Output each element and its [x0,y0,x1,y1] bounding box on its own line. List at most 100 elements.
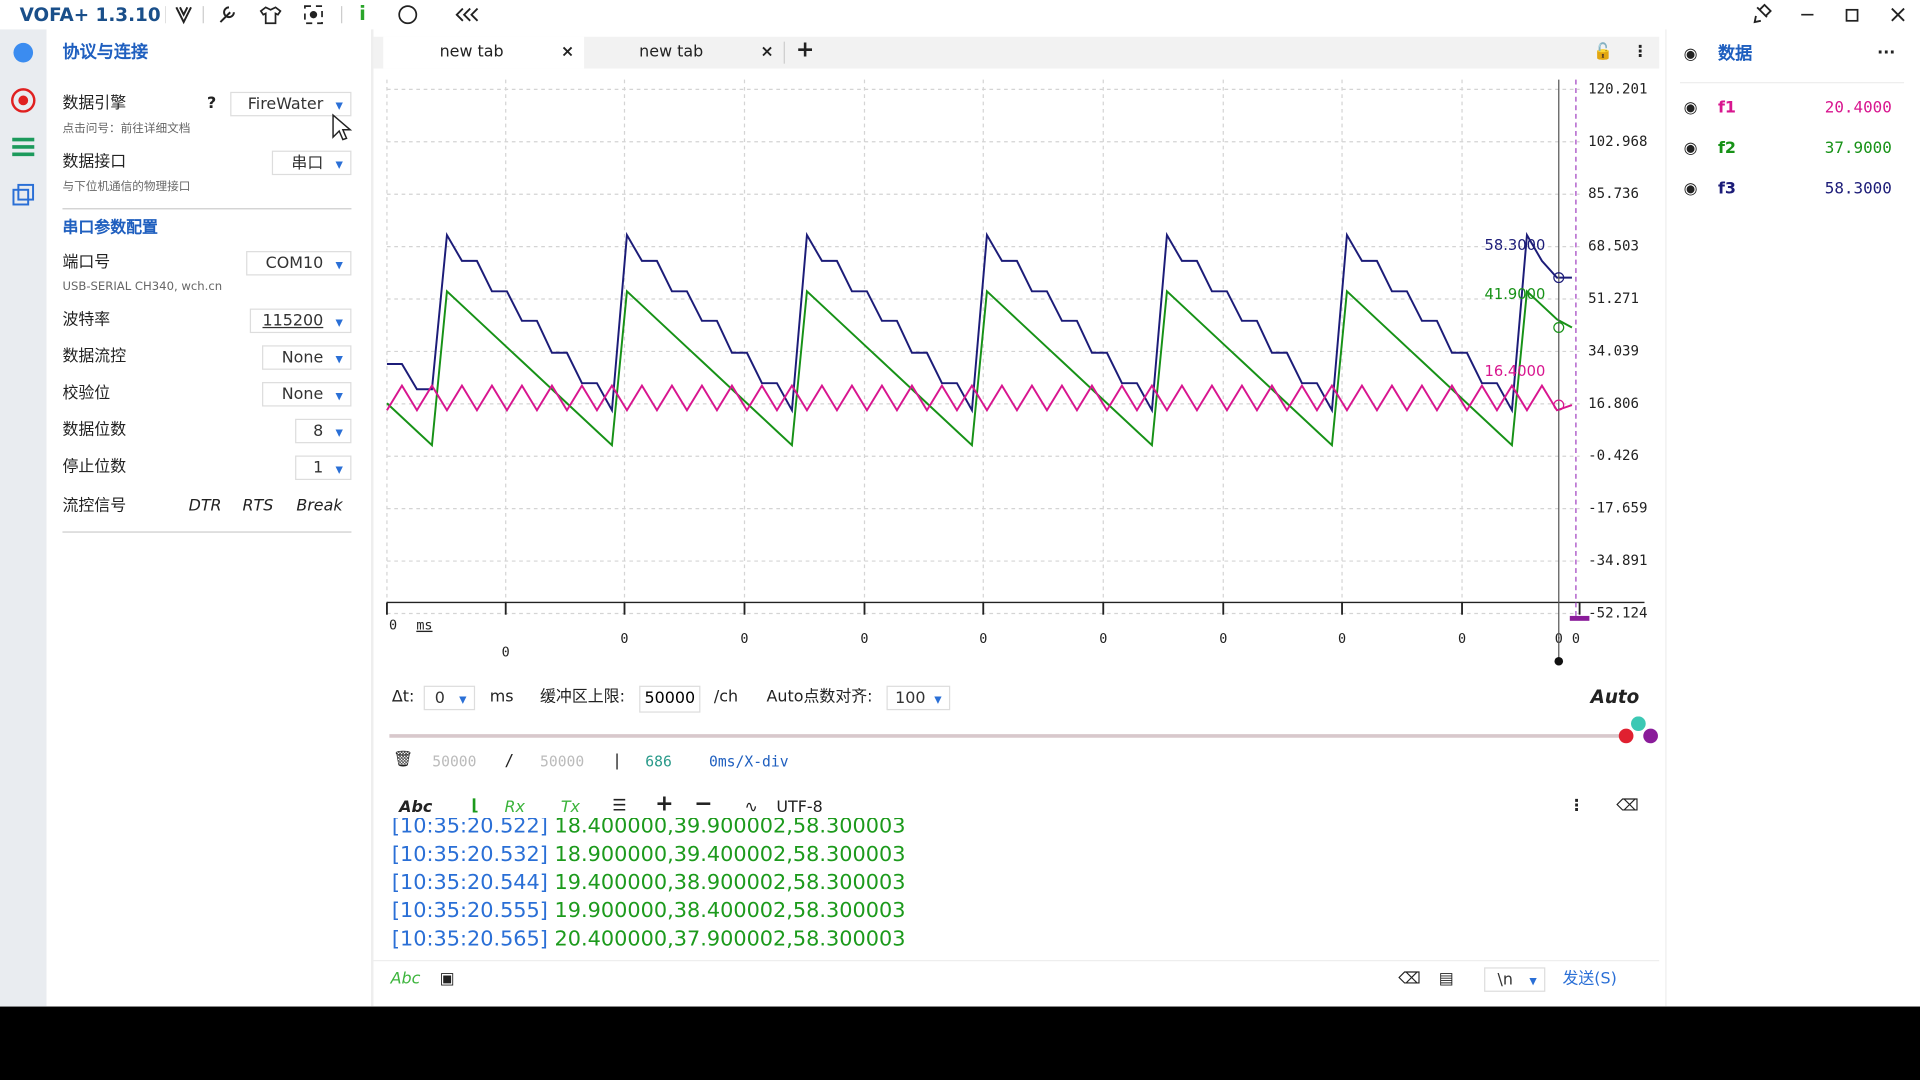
y-tick-label: -0.426 [1588,448,1639,464]
cursor-label: 41.9000 [1485,286,1546,303]
pin-button[interactable] [1753,3,1772,24]
abc-toggle[interactable]: Abc [399,798,433,817]
separator [62,208,352,210]
clear-button[interactable]: 🗑 [393,750,414,769]
channel-eye[interactable]: ◉ [1683,99,1698,118]
newline-dropdown[interactable]: \n [1484,967,1546,993]
log-data: 19.400000,38.900002,58.300003 [554,870,906,896]
close-button[interactable] [1891,7,1905,22]
log-data: 20.400000,37.900002,58.300003 [554,926,906,952]
tab-title[interactable]: new tab [439,42,504,62]
add-tab[interactable]: + [795,36,815,63]
tab-active[interactable] [383,36,585,69]
cursor-label: 58.3000 [1485,237,1546,254]
stat-bar: | [612,751,622,771]
help-button[interactable]: ? [206,94,217,113]
tx-toggle[interactable]: Tx [560,798,580,817]
command-icon[interactable] [12,137,35,157]
setting-dropdown[interactable]: 115200 [249,308,352,334]
setting-dropdown[interactable]: 8 [295,418,352,444]
log-time: [10:35:20.565] [391,926,548,952]
channel-value: 58.3000 [1824,180,1892,199]
auto-button[interactable]: Auto [1590,685,1640,708]
x-tick-label: 0 [1099,632,1107,647]
widgets-icon[interactable] [12,188,30,206]
setting-dropdown[interactable]: 1 [295,455,352,481]
send-abc[interactable]: Abc [390,969,421,989]
timeline-slider[interactable] [380,716,1666,753]
encoding-icon: ∿ [744,798,758,817]
eye-icon[interactable]: ◉ [1683,45,1698,64]
fingerprint-icon[interactable] [398,5,418,25]
eraser-button[interactable]: ⌫ [1616,797,1639,816]
plot: 120.201 102.968 85.736 68.503 51.271 34.039 16… [386,79,1648,666]
log-line: [10:35:20.522] 18.400000,39.900002,58.30… [392,818,906,841]
dtr-button[interactable]: DTR [188,497,222,516]
port-dropdown[interactable]: COM10 [246,251,352,277]
engine-label: 数据引擎 [62,94,127,113]
y-tick-label: 68.503 [1588,239,1639,255]
align-spin[interactable]: 100 [886,685,951,711]
wrap-button[interactable]: ☰ [612,797,627,816]
data-title: 数据 [1717,44,1753,64]
x-tick-label: 0 [1338,632,1346,647]
break-button[interactable]: Break [296,497,343,516]
buffer-input[interactable]: 50000 [639,685,701,713]
y-tick-label: 51.271 [1588,291,1639,307]
rts-button[interactable]: RTS [242,497,274,516]
maximize-button[interactable] [1845,8,1859,22]
data-menu[interactable]: ··· [1877,44,1896,63]
channel-name: f1 [1717,99,1736,118]
y-tick-label: -52.124 [1588,605,1647,621]
clear-send[interactable]: ⌫ [1398,969,1421,989]
channel-eye[interactable]: ◉ [1683,139,1698,158]
wrench-icon[interactable] [219,6,235,23]
slider-handle[interactable] [1618,728,1634,744]
slider-handle[interactable] [1631,716,1646,732]
vofa-icon[interactable] [175,6,192,25]
y-tick-label: 16.806 [1588,396,1639,412]
tab-title[interactable]: new tab [639,42,704,62]
record-icon[interactable] [11,88,36,113]
log-time: [10:35:20.532] [391,842,548,867]
y-tick-label: 34.039 [1588,343,1639,359]
dt-spin[interactable]: 0 [423,685,476,711]
connect-icon[interactable] [13,42,34,63]
series-line [386,289,1573,448]
capture-icon[interactable] [304,5,323,25]
slider-handle[interactable] [1643,728,1658,744]
collapse-icon[interactable] [455,7,479,22]
cursor-label: 16.4000 [1485,363,1546,380]
setting-dropdown[interactable]: None [262,345,352,371]
engine-dropdown[interactable]: FireWater [230,91,352,118]
port-hint: USB-SERIAL CH340, wch.cn [62,280,223,294]
channel-value: 20.4000 [1824,99,1892,118]
y-tick-label: 85.736 [1588,186,1639,202]
log-line: [10:35:20.565] 20.400000,37.900002,58.30… [392,926,906,954]
y-tick-label: -34.891 [1588,553,1647,569]
tab-close[interactable]: × [560,42,575,62]
history-button[interactable]: ▤ [1438,969,1454,989]
hex-toggle[interactable]: ⌊ [471,797,479,816]
divider [1665,29,1667,1007]
log-menu[interactable]: ⋮ [1568,797,1585,816]
shirt-icon[interactable] [259,6,282,25]
setting-dropdown[interactable]: None [262,382,352,408]
file-button[interactable]: ▣ [439,969,455,989]
zoom-in[interactable]: + [655,791,674,817]
side-strip [0,29,47,1007]
encoding[interactable]: UTF-8 [776,798,823,817]
info-icon[interactable]: i [359,2,366,25]
interface-dropdown[interactable]: 串口 [271,150,352,176]
send-button[interactable]: 发送(S) [1562,969,1617,989]
y-tick-label: -17.659 [1588,501,1647,517]
tab-close[interactable]: × [760,42,774,62]
rx-toggle[interactable]: Rx [504,798,525,817]
channel-eye[interactable]: ◉ [1683,180,1698,199]
zoom-out[interactable]: − [694,791,713,817]
lock-button[interactable]: 🔓 [1593,42,1613,62]
side-icons [11,42,36,206]
tab-menu[interactable]: ⋮ [1632,42,1649,62]
cursor-marker [1569,615,1590,621]
dt-unit: ms [489,688,514,707]
